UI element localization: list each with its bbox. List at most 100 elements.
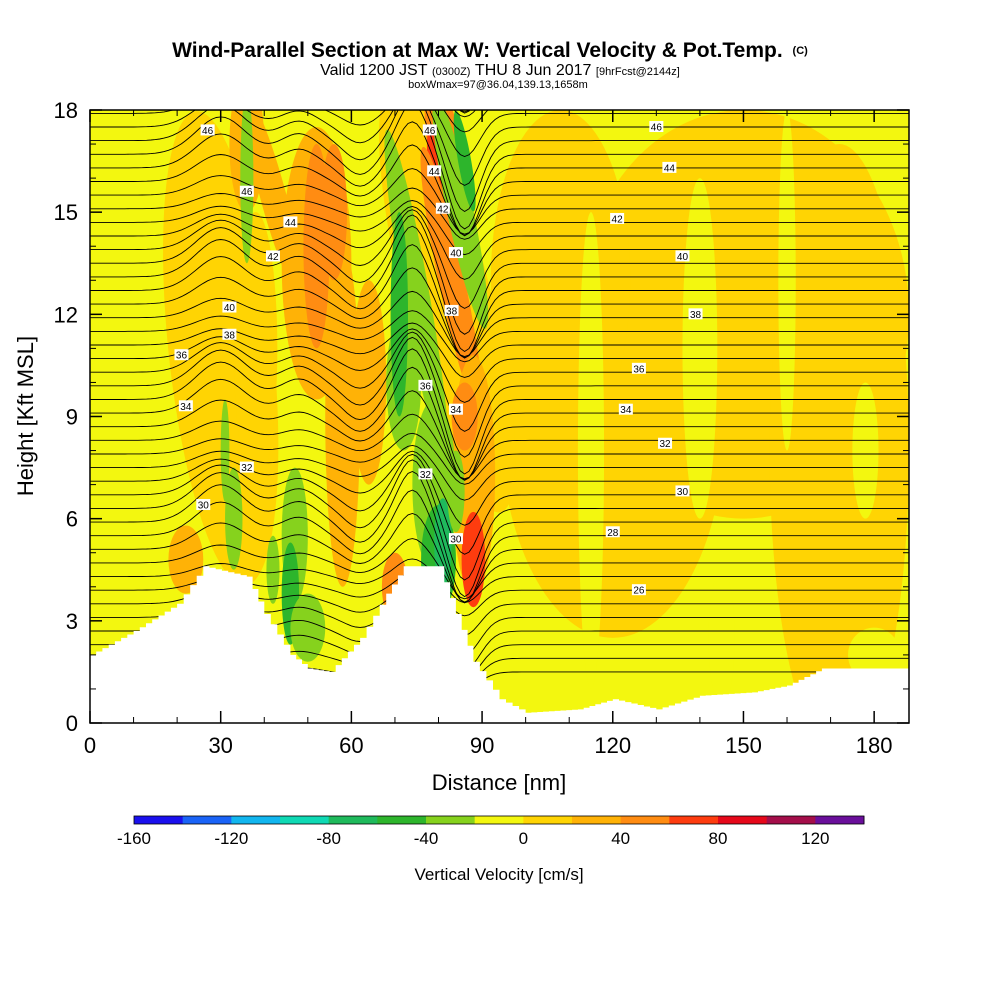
isentrope-label-7: 36: [174, 349, 189, 362]
isentrope-label-21: 44: [662, 161, 677, 174]
isentrope-label-15: 38: [444, 304, 459, 317]
isentrope-label-text: 26: [633, 586, 645, 597]
velocity-cell-3: [769, 144, 909, 723]
isentrope-line-17: [90, 432, 909, 485]
isentrope-line-37: [90, 144, 909, 236]
isentrope-label-text: 36: [420, 381, 432, 392]
isentrope-line-9: [90, 538, 909, 600]
isentrope-label-bg: [631, 584, 646, 596]
plot-area: 46 46 44 42 40 38 36 34 32 30 46 44 42 40 38 36 34 32 30 46…: [90, 110, 909, 723]
isentrope-label-bg: [448, 247, 463, 259]
isentrope-line-22: [90, 336, 909, 458]
colorbar-tick-label: -80: [316, 829, 341, 848]
isentrope-line-26: [90, 310, 909, 363]
isentrope-label-2: 46: [239, 185, 254, 198]
velocity-cell-33: [240, 110, 254, 264]
velocity-cell-44: [852, 382, 879, 519]
isentrope-label-8: 34: [178, 400, 193, 413]
x-tick-label: 60: [339, 733, 363, 758]
colorbar-segment-14: [766, 816, 816, 824]
isentrope-label-bg: [448, 533, 463, 545]
x-tick-label: 180: [856, 733, 893, 758]
isentrope-label-24: 38: [688, 308, 703, 321]
isentrope-label-17: 34: [448, 403, 463, 416]
isentrope-labels: 46 46 44 42 40 38 36 34 32 30 46 44 42 40 38 36 34 32 30 46…: [174, 121, 703, 597]
isentrope-line-20: [90, 366, 909, 481]
velocity-cell-10: [325, 246, 361, 587]
isentrope-label-bg: [444, 304, 459, 316]
x-tick-label: 120: [594, 733, 631, 758]
isentrope-label-bg: [174, 349, 189, 361]
isentrope-label-bg: [662, 161, 677, 173]
isentrope-line-28: [90, 267, 909, 359]
velocity-cell-11: [351, 280, 387, 485]
isentrope-line-18: [90, 413, 909, 480]
isentrope-label-bg: [178, 400, 193, 412]
colorbar-segment-8: [474, 816, 524, 824]
isentrope-label-bg: [649, 121, 664, 133]
y-tick-label: 3: [66, 609, 78, 634]
isentrope-label-3: 44: [283, 216, 298, 229]
isentrope-label-20: 46: [649, 121, 664, 134]
colorbar-segment-12: [669, 816, 719, 824]
isentrope-label-text: 36: [633, 364, 645, 375]
isentrope-label-10: 30: [196, 499, 211, 512]
isentrope-label-6: 38: [222, 328, 237, 341]
isentrope-label-30: 26: [631, 584, 646, 597]
x-tick-label: 150: [725, 733, 762, 758]
isentrope-line-36: [90, 168, 909, 235]
velocity-cell-25: [390, 212, 409, 417]
colorbar-tick-label: -120: [214, 829, 248, 848]
isentrope-label-text: 38: [690, 310, 702, 321]
colorbar-segment-6: [377, 816, 427, 824]
isentrope-label-bg: [283, 216, 298, 228]
isentrope-label-text: 38: [224, 330, 236, 341]
velocity-cell-6: [168, 525, 204, 594]
isentrope-label-text: 42: [612, 214, 624, 225]
isentrope-label-text: 30: [450, 535, 462, 546]
isentrope-line-39: [90, 110, 909, 230]
isentrope-label-text: 44: [429, 167, 441, 178]
velocity-cell-34: [266, 535, 280, 604]
isentrope-line-34: [90, 200, 909, 256]
subtitle-utc: (0300Z): [432, 66, 471, 78]
isentrope-label-bg: [200, 124, 215, 136]
colorbar: -160 -120 -80 -40 0 40 80 120: [117, 815, 865, 848]
isentrope-label-27: 32: [658, 437, 673, 450]
colorbar-segment-13: [718, 816, 768, 824]
isentrope-label-text: 46: [424, 126, 436, 137]
colorbar-label: Vertical Velocity [cm/s]: [414, 865, 583, 884]
isentrope-label-text: 42: [437, 204, 449, 215]
isentrope-line-40: [90, 110, 909, 213]
isentrope-label-text: 28: [607, 528, 619, 539]
isentrope-label-text: 34: [180, 402, 192, 413]
isentrope-line-32: [90, 209, 909, 309]
isentrope-label-18: 32: [418, 468, 433, 481]
isentrope-label-text: 34: [450, 405, 462, 416]
isentrope-label-bg: [265, 250, 280, 262]
colorbar-segment-7: [426, 816, 476, 824]
colorbar-tick-label: -40: [414, 829, 439, 848]
colorbar-tick-label: -160: [117, 829, 151, 848]
isentrope-line-38: [90, 121, 909, 237]
colorbar-segment-10: [572, 816, 622, 824]
isentrope-label-19: 30: [448, 533, 463, 546]
chart-title-mark: (C): [793, 45, 809, 57]
isentrope-line-16: [90, 444, 909, 501]
isentrope-label-bg: [658, 437, 673, 449]
isentrope-label-bg: [222, 301, 237, 313]
isentrope-label-text: 30: [198, 501, 210, 512]
velocity-cell-32: [290, 593, 326, 662]
isentrope-label-bg: [675, 250, 690, 262]
chart-title: Wind-Parallel Section at Max W: Vertical…: [172, 39, 808, 62]
isentrope-label-bg: [222, 328, 237, 340]
isentrope-label-12: 44: [427, 165, 442, 178]
isentrope-label-5: 40: [222, 301, 237, 314]
isentrope-label-text: 34: [620, 405, 632, 416]
isentrope-line-33: [90, 206, 909, 280]
subtitle-date: THU 8 Jun 2017: [475, 62, 592, 79]
isentrope-label-text: 46: [202, 126, 214, 137]
isentrope-line-14: [90, 453, 909, 555]
colorbar-segment-9: [523, 816, 573, 824]
chart-subtitle: Valid 1200 JST (0300Z) THU 8 Jun 2017 [9…: [320, 62, 680, 79]
